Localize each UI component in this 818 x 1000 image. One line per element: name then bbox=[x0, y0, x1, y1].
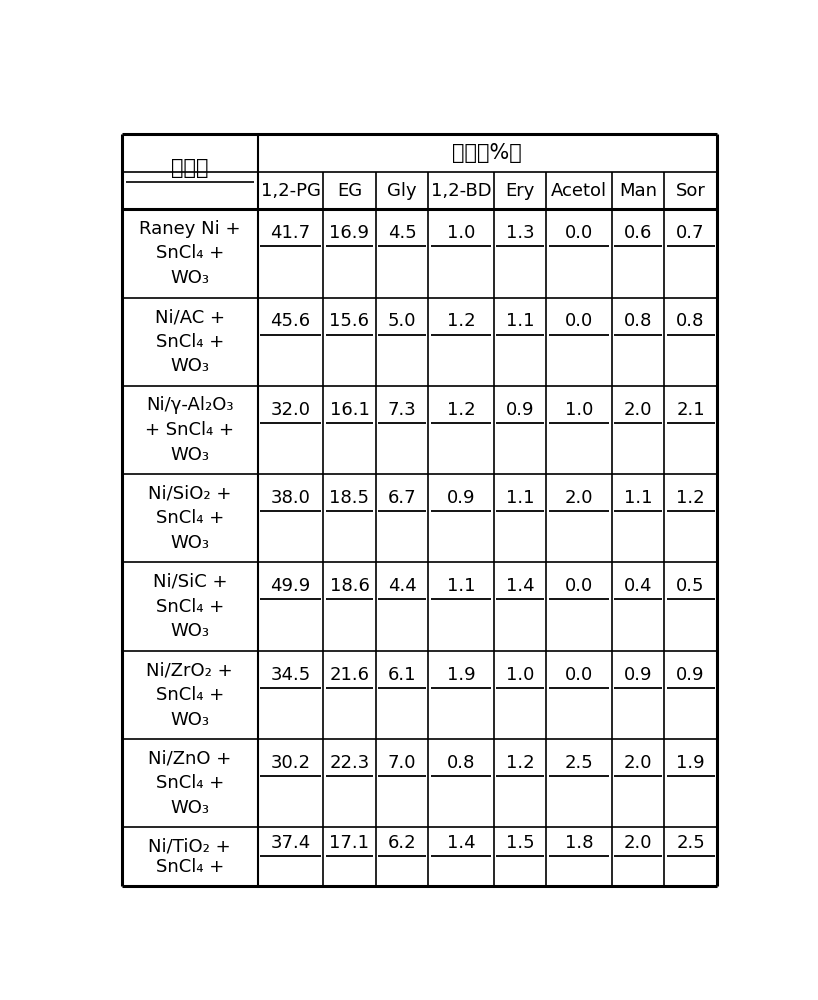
Text: WO₃: WO₃ bbox=[170, 357, 209, 375]
Text: EG: EG bbox=[337, 182, 362, 200]
Text: 催化剂: 催化剂 bbox=[171, 158, 209, 178]
Text: 30.2: 30.2 bbox=[271, 754, 311, 772]
Text: 15.6: 15.6 bbox=[330, 312, 370, 330]
Text: 6.1: 6.1 bbox=[388, 666, 416, 684]
Text: 0.9: 0.9 bbox=[506, 401, 534, 419]
Text: 18.5: 18.5 bbox=[330, 489, 370, 507]
Text: 2.5: 2.5 bbox=[676, 834, 705, 852]
Text: 45.6: 45.6 bbox=[271, 312, 311, 330]
Text: 1.0: 1.0 bbox=[506, 666, 534, 684]
Text: 16.9: 16.9 bbox=[330, 224, 370, 242]
Text: 1.0: 1.0 bbox=[447, 224, 475, 242]
Text: 2.5: 2.5 bbox=[564, 754, 593, 772]
Text: WO₃: WO₃ bbox=[170, 711, 209, 729]
Text: Ni/ZnO +: Ni/ZnO + bbox=[148, 749, 231, 767]
Text: WO₃: WO₃ bbox=[170, 534, 209, 552]
Text: 1.4: 1.4 bbox=[506, 577, 534, 595]
Text: Raney Ni +: Raney Ni + bbox=[139, 220, 240, 238]
Text: 17.1: 17.1 bbox=[330, 834, 370, 852]
Text: 1.9: 1.9 bbox=[447, 666, 475, 684]
Text: 1.2: 1.2 bbox=[447, 312, 475, 330]
Text: 0.9: 0.9 bbox=[676, 666, 705, 684]
Text: 0.8: 0.8 bbox=[676, 312, 705, 330]
Text: 7.3: 7.3 bbox=[388, 401, 416, 419]
Text: Ni/AC +: Ni/AC + bbox=[155, 308, 225, 326]
Text: WO₃: WO₃ bbox=[170, 269, 209, 287]
Text: SnCl₄ +: SnCl₄ + bbox=[155, 598, 224, 616]
Text: 38.0: 38.0 bbox=[271, 489, 311, 507]
Text: 18.6: 18.6 bbox=[330, 577, 370, 595]
Text: Gly: Gly bbox=[387, 182, 417, 200]
Text: 2.0: 2.0 bbox=[623, 401, 652, 419]
Text: 1.2: 1.2 bbox=[506, 754, 534, 772]
Text: 0.8: 0.8 bbox=[447, 754, 475, 772]
Text: 5.0: 5.0 bbox=[388, 312, 416, 330]
Text: 1.1: 1.1 bbox=[623, 489, 652, 507]
Text: 1.1: 1.1 bbox=[447, 577, 475, 595]
Text: 0.4: 0.4 bbox=[623, 577, 652, 595]
Text: 1.2: 1.2 bbox=[676, 489, 705, 507]
Text: 0.8: 0.8 bbox=[623, 312, 652, 330]
Text: SnCl₄ +: SnCl₄ + bbox=[155, 244, 224, 262]
Text: Ery: Ery bbox=[506, 182, 535, 200]
Text: Ni/SiO₂ +: Ni/SiO₂ + bbox=[148, 485, 231, 503]
Text: 1.0: 1.0 bbox=[564, 401, 593, 419]
Text: 1.1: 1.1 bbox=[506, 489, 534, 507]
Text: SnCl₄ +: SnCl₄ + bbox=[155, 858, 224, 876]
Text: 22.3: 22.3 bbox=[330, 754, 370, 772]
Text: 1.9: 1.9 bbox=[676, 754, 705, 772]
Text: 收率（%）: 收率（%） bbox=[452, 143, 522, 163]
Text: 49.9: 49.9 bbox=[271, 577, 311, 595]
Text: + SnCl₄ +: + SnCl₄ + bbox=[146, 421, 234, 439]
Text: 0.9: 0.9 bbox=[447, 489, 475, 507]
Text: 37.4: 37.4 bbox=[271, 834, 311, 852]
Text: 0.6: 0.6 bbox=[623, 224, 652, 242]
Text: 0.0: 0.0 bbox=[565, 577, 593, 595]
Text: 1,2-PG: 1,2-PG bbox=[261, 182, 321, 200]
Text: 4.4: 4.4 bbox=[388, 577, 416, 595]
Text: 21.6: 21.6 bbox=[330, 666, 370, 684]
Text: Ni/γ-Al₂O₃: Ni/γ-Al₂O₃ bbox=[146, 396, 233, 414]
Text: 2.0: 2.0 bbox=[623, 754, 652, 772]
Text: 34.5: 34.5 bbox=[271, 666, 311, 684]
Text: 41.7: 41.7 bbox=[271, 224, 311, 242]
Text: 0.5: 0.5 bbox=[676, 577, 705, 595]
Text: WO₃: WO₃ bbox=[170, 446, 209, 464]
Text: SnCl₄ +: SnCl₄ + bbox=[155, 333, 224, 351]
Text: WO₃: WO₃ bbox=[170, 799, 209, 817]
Text: 2.1: 2.1 bbox=[676, 401, 705, 419]
Text: SnCl₄ +: SnCl₄ + bbox=[155, 774, 224, 792]
Text: 0.9: 0.9 bbox=[623, 666, 652, 684]
Text: 0.0: 0.0 bbox=[565, 666, 593, 684]
Text: 1,2-BD: 1,2-BD bbox=[431, 182, 492, 200]
Text: 16.1: 16.1 bbox=[330, 401, 370, 419]
Text: 2.0: 2.0 bbox=[564, 489, 593, 507]
Text: SnCl₄ +: SnCl₄ + bbox=[155, 509, 224, 527]
Text: 1.1: 1.1 bbox=[506, 312, 534, 330]
Text: Ni/SiC +: Ni/SiC + bbox=[152, 573, 227, 591]
Text: Ni/ZrO₂ +: Ni/ZrO₂ + bbox=[146, 661, 233, 679]
Text: 6.7: 6.7 bbox=[388, 489, 416, 507]
Text: 1.5: 1.5 bbox=[506, 834, 534, 852]
Text: 4.5: 4.5 bbox=[388, 224, 416, 242]
Text: 7.0: 7.0 bbox=[388, 754, 416, 772]
Text: 0.0: 0.0 bbox=[565, 224, 593, 242]
Text: Acetol: Acetol bbox=[551, 182, 607, 200]
Text: WO₃: WO₃ bbox=[170, 622, 209, 640]
Text: Sor: Sor bbox=[676, 182, 705, 200]
Text: 1.3: 1.3 bbox=[506, 224, 534, 242]
Text: 6.2: 6.2 bbox=[388, 834, 416, 852]
Text: 1.4: 1.4 bbox=[447, 834, 475, 852]
Text: 2.0: 2.0 bbox=[623, 834, 652, 852]
Text: 0.7: 0.7 bbox=[676, 224, 705, 242]
Text: 32.0: 32.0 bbox=[271, 401, 311, 419]
Text: Ni/TiO₂ +: Ni/TiO₂ + bbox=[148, 838, 231, 856]
Text: 1.2: 1.2 bbox=[447, 401, 475, 419]
Text: SnCl₄ +: SnCl₄ + bbox=[155, 686, 224, 704]
Text: 1.8: 1.8 bbox=[564, 834, 593, 852]
Text: 0.0: 0.0 bbox=[565, 312, 593, 330]
Text: Man: Man bbox=[619, 182, 657, 200]
